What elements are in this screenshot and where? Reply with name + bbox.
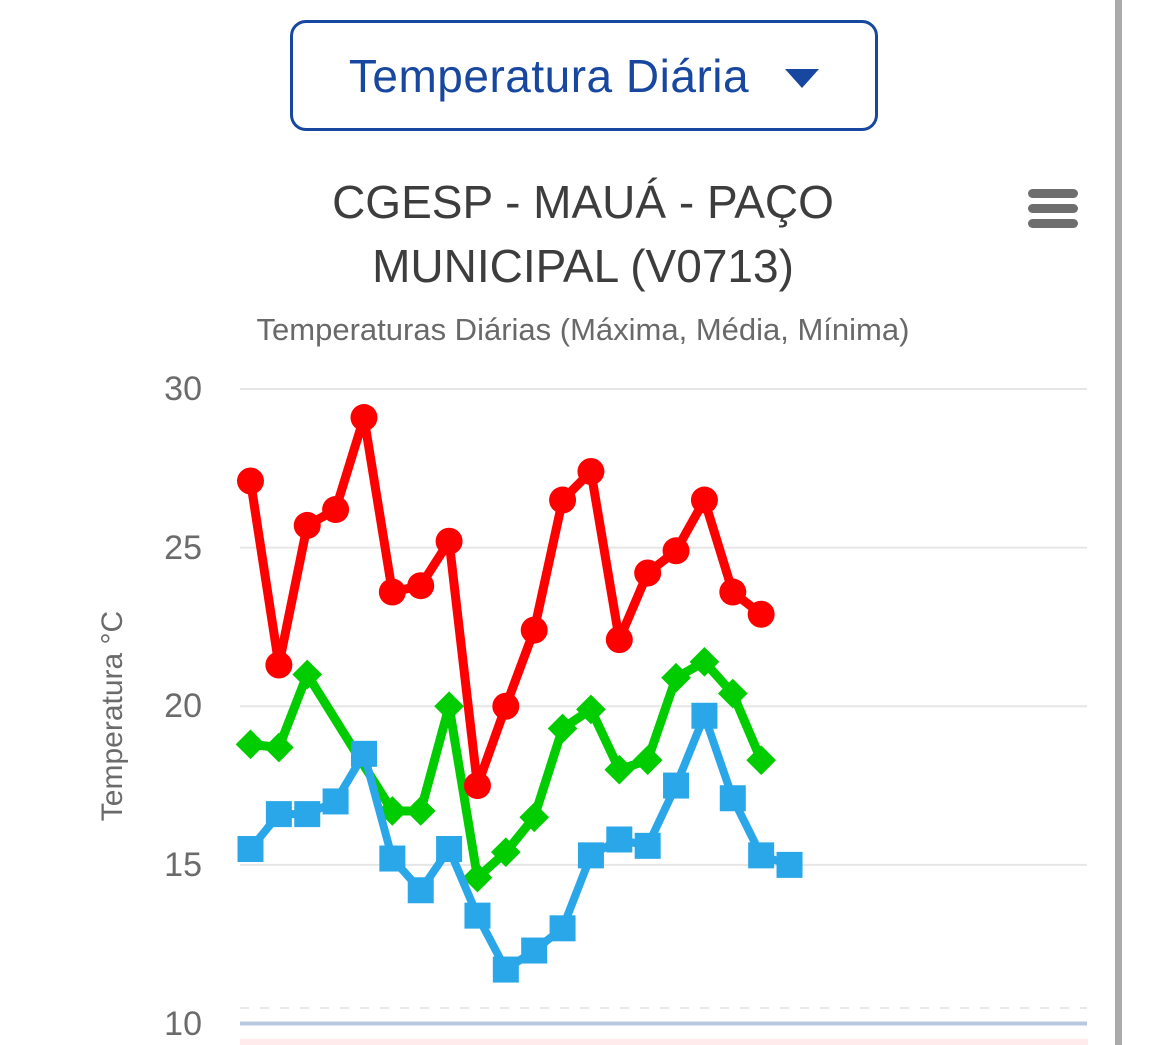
data-point-máxima[interactable]	[435, 527, 463, 555]
data-point-mínima[interactable]	[521, 937, 548, 964]
data-point-média[interactable]	[547, 713, 578, 744]
y-tick-label: 10	[164, 1004, 202, 1043]
data-point-máxima[interactable]	[690, 486, 718, 514]
data-point-máxima[interactable]	[549, 486, 577, 514]
data-point-mínima[interactable]	[294, 801, 321, 828]
data-point-máxima[interactable]	[407, 572, 435, 600]
hamburger-bar	[1028, 219, 1078, 228]
chevron-down-icon	[785, 69, 820, 88]
clipped-x-axis-labels	[240, 1039, 1088, 1045]
data-point-máxima[interactable]	[634, 559, 662, 587]
y-tick-label: 25	[164, 528, 202, 567]
data-point-média[interactable]	[490, 837, 521, 868]
hamburger-bar	[1028, 189, 1078, 198]
data-point-máxima[interactable]	[492, 692, 520, 720]
data-point-mínima[interactable]	[464, 902, 491, 929]
data-point-máxima[interactable]	[577, 457, 605, 485]
data-point-mínima[interactable]	[748, 842, 775, 869]
data-point-máxima[interactable]	[265, 651, 293, 679]
data-point-mínima[interactable]	[606, 826, 633, 853]
chart-type-dropdown[interactable]: Temperatura Diária	[290, 20, 878, 131]
data-point-mínima[interactable]	[436, 836, 463, 863]
series-line-mínima	[246, 711, 794, 974]
data-point-média[interactable]	[689, 646, 720, 677]
data-point-mínima[interactable]	[634, 832, 661, 859]
data-point-máxima[interactable]	[605, 626, 633, 654]
data-point-máxima[interactable]	[719, 578, 747, 606]
data-point-mínima[interactable]	[265, 801, 292, 828]
scrollbar[interactable]	[1115, 0, 1122, 1045]
data-point-média[interactable]	[434, 691, 464, 722]
data-point-média[interactable]	[632, 745, 663, 776]
data-point-mínima[interactable]	[719, 785, 746, 812]
data-point-máxima[interactable]	[378, 578, 406, 606]
hamburger-menu-icon[interactable]	[1028, 189, 1078, 228]
data-point-mínima[interactable]	[379, 845, 406, 872]
data-point-média[interactable]	[604, 754, 635, 785]
data-point-máxima[interactable]	[520, 616, 548, 644]
data-point-máxima[interactable]	[322, 496, 350, 524]
y-tick-label: 15	[164, 845, 202, 884]
data-point-mínima[interactable]	[492, 956, 519, 983]
y-tick-label: 30	[164, 370, 202, 408]
data-point-média[interactable]	[405, 796, 436, 826]
data-point-média[interactable]	[264, 732, 294, 763]
data-point-máxima[interactable]	[463, 772, 491, 800]
data-point-mínima[interactable]	[663, 772, 690, 799]
data-point-mínima[interactable]	[577, 842, 604, 869]
data-point-mínima[interactable]	[237, 836, 264, 863]
data-point-média[interactable]	[717, 678, 748, 709]
data-point-média[interactable]	[519, 802, 550, 833]
data-point-média[interactable]	[746, 745, 777, 776]
data-point-máxima[interactable]	[350, 404, 378, 432]
data-point-mínima[interactable]	[350, 740, 377, 767]
data-point-média[interactable]	[462, 862, 493, 893]
series-line-máxima	[246, 413, 766, 791]
data-point-mínima[interactable]	[691, 702, 718, 729]
chart-subtitle: Temperaturas Diárias (Máxima, Média, Mín…	[256, 312, 910, 347]
data-point-mínima[interactable]	[549, 915, 576, 942]
data-point-máxima[interactable]	[747, 600, 775, 628]
data-point-mínima[interactable]	[776, 851, 803, 878]
data-point-máxima[interactable]	[237, 467, 264, 495]
data-point-mínima[interactable]	[407, 877, 434, 904]
data-point-média[interactable]	[235, 729, 266, 760]
data-point-mínima[interactable]	[322, 788, 349, 815]
data-point-média[interactable]	[576, 694, 606, 725]
data-point-máxima[interactable]	[293, 511, 321, 539]
y-tick-label: 20	[164, 687, 202, 726]
data-point-média[interactable]	[292, 659, 323, 690]
station-title: CGESP - MAUÁ - PAÇO MUNICIPAL (V0713)	[332, 176, 834, 292]
data-point-média[interactable]	[661, 662, 691, 693]
data-point-máxima[interactable]	[662, 537, 690, 565]
hamburger-bar	[1028, 204, 1078, 213]
chart-type-dropdown-label: Temperatura Diária	[348, 49, 750, 102]
